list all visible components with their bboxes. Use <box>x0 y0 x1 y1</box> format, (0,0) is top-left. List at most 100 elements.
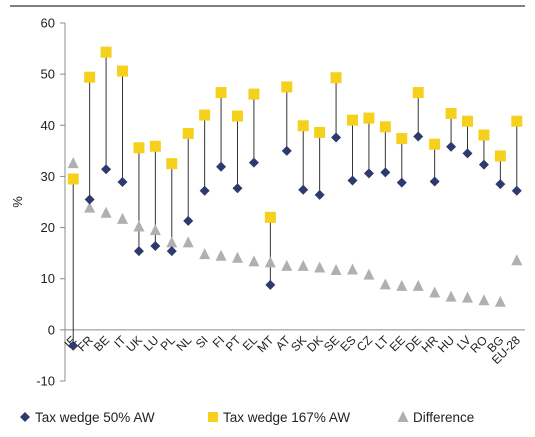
triangle-data-point <box>462 291 473 303</box>
square-data-point <box>199 109 211 121</box>
diamond-data-point <box>495 179 506 190</box>
square-data-point <box>84 71 96 83</box>
diamond-data-point <box>511 185 522 196</box>
triangle-data-point <box>215 249 227 261</box>
y-tick-label: 60 <box>41 16 55 31</box>
y-tick-label: 30 <box>41 169 55 184</box>
diamond-data-point <box>199 185 210 196</box>
legend-square-icon <box>208 412 218 422</box>
square-data-point <box>133 142 145 154</box>
triangle-data-point <box>264 256 276 268</box>
triangle-data-point <box>281 259 293 271</box>
x-category-label: SI <box>193 333 211 351</box>
diamond-data-point <box>281 145 292 156</box>
triangle-data-point <box>478 294 490 306</box>
square-data-point <box>478 129 490 141</box>
triangle-data-point <box>117 212 128 224</box>
triangle-data-point <box>494 295 506 307</box>
square-data-point <box>462 115 473 127</box>
square-data-point <box>412 87 424 99</box>
diamond-data-point <box>117 177 128 188</box>
square-data-point <box>396 133 408 145</box>
triangle-data-point <box>429 286 441 298</box>
triangle-data-point <box>182 236 194 248</box>
diamond-data-point <box>347 175 358 186</box>
square-data-point <box>379 121 391 133</box>
triangle-data-point <box>445 290 457 302</box>
y-tick-label: -10 <box>36 374 55 389</box>
x-category-label: HU <box>435 333 457 355</box>
square-data-point <box>117 65 128 77</box>
connector-lines <box>72 52 518 346</box>
y-tick-label: 50 <box>41 67 55 82</box>
triangle-data-point <box>166 236 178 248</box>
square-data-point <box>182 127 194 139</box>
square-data-point <box>297 120 309 132</box>
square-data-point <box>100 46 112 58</box>
legend-triangle-icon <box>397 411 409 422</box>
triangle-data-point <box>84 201 96 213</box>
diamond-data-point <box>413 131 424 142</box>
legend-diamond-icon <box>20 412 30 422</box>
legend-label: Tax wedge 167% AW <box>223 410 350 425</box>
x-category-label: CZ <box>354 333 375 354</box>
diamond-data-point <box>265 279 276 290</box>
square-data-point <box>215 87 227 99</box>
square-data-point <box>264 211 276 223</box>
diamond-data-point <box>462 148 473 159</box>
diamond-data-point <box>314 189 325 200</box>
diamond-data-point <box>363 168 374 179</box>
triangle-data-point <box>232 251 243 263</box>
square-data-point <box>330 72 342 84</box>
square-data-point <box>166 158 178 170</box>
triangle-data-point <box>511 254 523 266</box>
diamond-data-point <box>232 183 243 194</box>
y-tick-label: 10 <box>41 271 55 286</box>
square-data-point <box>281 81 293 93</box>
triangle-data-point <box>100 206 112 218</box>
triangle-data-point <box>314 261 326 273</box>
triangle-data-point <box>347 263 358 275</box>
legend: Tax wedge 50% AW Tax wedge 167% AW Differe… <box>20 410 474 425</box>
square-data-point <box>445 108 457 120</box>
triangle-data-point <box>363 268 375 280</box>
triangle-data-point <box>412 279 424 291</box>
square-data-point <box>149 140 161 152</box>
square-data-point <box>248 88 260 100</box>
diamond-data-point <box>298 184 309 195</box>
square-data-point <box>429 138 441 150</box>
y-tick-label: 0 <box>48 322 55 337</box>
triangle-data-point <box>199 248 211 260</box>
triangle-data-point <box>67 157 79 169</box>
diamond-data-point <box>446 141 457 152</box>
y-tick-label: 20 <box>41 220 55 235</box>
diamond-data-point <box>429 176 440 187</box>
square-data-point <box>232 110 243 122</box>
y-tick-label: 40 <box>41 118 55 133</box>
diamond-data-point <box>84 194 95 205</box>
y-axis-title: % <box>10 196 25 208</box>
diamond-data-point <box>248 157 259 168</box>
triangle-data-point <box>396 279 408 291</box>
square-data-point <box>363 112 375 124</box>
square-data-point <box>511 115 523 127</box>
data-markers <box>67 46 523 351</box>
square-data-point <box>347 114 358 126</box>
x-category-label: BE <box>91 333 112 354</box>
triangle-data-point <box>297 259 309 271</box>
diamond-data-point <box>68 340 79 351</box>
diamond-data-point <box>478 159 489 170</box>
triangle-data-point <box>330 264 342 276</box>
diamond-data-point <box>396 177 407 188</box>
square-data-point <box>314 126 326 138</box>
square-data-point <box>67 173 79 185</box>
square-data-point <box>494 150 506 162</box>
legend-label: Tax wedge 50% AW <box>35 410 155 425</box>
diamond-data-point <box>166 246 177 257</box>
diamond-data-point <box>133 246 144 257</box>
diamond-data-point <box>331 132 342 143</box>
diamond-data-point <box>183 215 194 226</box>
triangle-data-point <box>133 220 145 232</box>
